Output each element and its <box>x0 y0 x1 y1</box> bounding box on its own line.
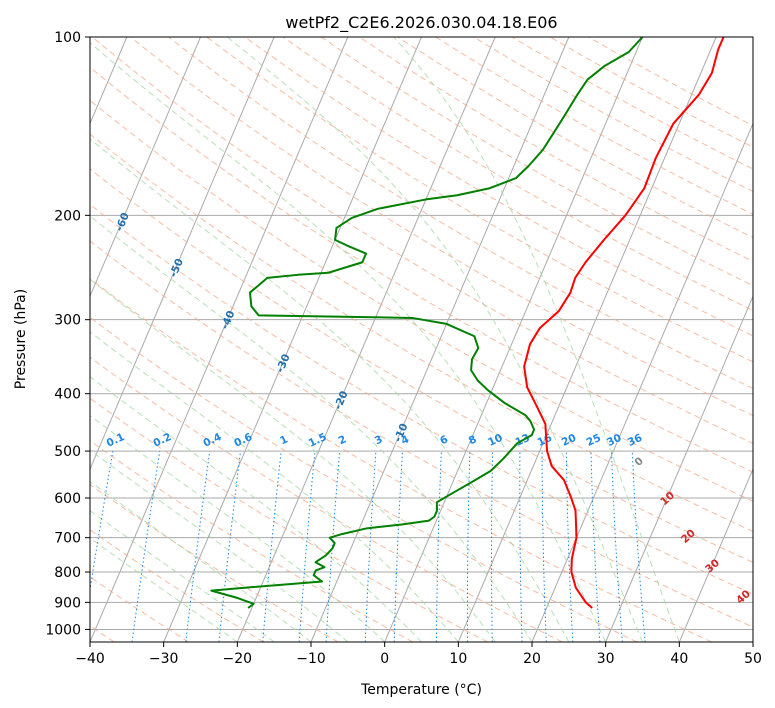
moist-adiabat--10 <box>90 480 312 642</box>
x-tick-label: −10 <box>296 651 326 667</box>
x-tick-label: 30 <box>597 651 615 667</box>
dry-adiabat-70 <box>90 168 753 563</box>
dry-adiabat--10 <box>90 483 339 642</box>
x-axis-label: Temperature (°C) <box>360 682 482 698</box>
dry-adiabat-120 <box>130 37 753 417</box>
dewpoint-profile-line <box>210 37 644 609</box>
x-tick-label: −30 <box>149 651 179 667</box>
isotherm-30 <box>605 295 753 642</box>
mixing-ratio-label: 4 <box>399 433 411 447</box>
moist-adiabat-35 <box>227 37 643 642</box>
temperature-profile-line <box>523 37 725 609</box>
x-tick-label: 50 <box>744 651 762 667</box>
mixing-ratio-label: 25 <box>585 432 603 449</box>
y-tick-label: 1000 <box>45 622 81 638</box>
moist-adiabat-0 <box>90 415 386 642</box>
moist-adiabat-40 <box>393 37 680 642</box>
mixing-ratio-label: 20 <box>560 432 578 449</box>
dry-adiabat--20 <box>90 529 264 642</box>
mixing-ratio-line-4 <box>262 451 282 642</box>
dry-adiabat-30 <box>90 316 638 642</box>
mixing-ratio-label: 1 <box>278 433 290 447</box>
mixing-ratio-label: 36 <box>626 432 644 449</box>
y-tick-label: 400 <box>54 387 81 403</box>
mixing-ratio-label: 30 <box>605 432 623 449</box>
isotherm--60 <box>90 37 201 298</box>
mixing-ratio-label: 3 <box>373 433 385 447</box>
x-tick-label: −20 <box>223 651 253 667</box>
isotherm--30 <box>163 37 422 642</box>
dry-adiabat-130 <box>168 37 753 389</box>
mixing-ratio-label: 2 <box>337 433 349 447</box>
x-tick-label: −40 <box>75 651 105 667</box>
plot-frame <box>89 36 754 643</box>
y-tick-label: 500 <box>54 444 81 460</box>
isotherm--50 <box>90 37 275 471</box>
mixing-ratio-line-1 <box>131 451 161 642</box>
moist-adiabat-25 <box>90 138 570 642</box>
mixing-ratio-label: 10 <box>486 432 504 449</box>
moist-adiabat-30 <box>90 42 607 642</box>
axis-ticks: −40 −30 −20 −10 0 10 20 30 40 50 1000 900 800 700 600 5… <box>45 30 762 667</box>
x-tick-label: 20 <box>523 651 541 667</box>
isotherm--20 <box>236 37 496 642</box>
dry-adiabat-150 <box>244 37 753 337</box>
moist-adiabat-10 <box>90 331 459 642</box>
moist-adiabat-5 <box>90 376 422 642</box>
mixing-ratio-label: 8 <box>467 433 479 447</box>
isotherm-0 <box>384 37 643 642</box>
isotherm-40 <box>678 467 753 642</box>
mixing-ratio-label: 6 <box>438 433 450 447</box>
plot-area: -100-90-80-70-60-50-40-30-20-10010203040… <box>90 37 753 642</box>
y-tick-label: 200 <box>54 208 81 224</box>
moist-adiabat-20 <box>90 215 533 642</box>
dry-adiabat-40 <box>90 278 712 642</box>
y-tick-label: 900 <box>54 595 81 611</box>
dry-adiabat-20 <box>90 356 563 642</box>
x-tick-label: 10 <box>449 651 467 667</box>
mixing-ratio-line-2 <box>185 451 211 642</box>
mixing-ratio-line-0 <box>90 451 114 593</box>
y-tick-label: 800 <box>54 565 81 581</box>
y-tick-label: 700 <box>54 531 81 547</box>
x-tick-label: 0 <box>380 651 389 667</box>
moist-adiabat-15 <box>90 278 496 642</box>
mixing-ratio-label: 16 <box>536 432 554 449</box>
y-axis-label: Pressure (hPa) <box>13 289 29 389</box>
dry-adiabat-160 <box>282 37 753 312</box>
isotherm-10 <box>457 37 717 642</box>
chart-title: wetPf2_C2E6.2026.030.04.18.E06 <box>285 13 557 33</box>
dry-adiabat-50 <box>90 240 753 628</box>
dry-adiabat-90 <box>90 99 753 502</box>
dry-adiabat-60 <box>90 203 753 595</box>
y-tick-label: 300 <box>54 313 81 329</box>
y-tick-label: 100 <box>54 30 81 46</box>
mixing-ratio-line-5 <box>298 451 316 642</box>
mixing-ratio-line-3 <box>218 451 242 642</box>
y-tick-label: 600 <box>54 491 81 507</box>
moist-adiabat--5 <box>90 449 349 642</box>
dry-adiabat-110 <box>91 37 753 445</box>
x-tick-label: 40 <box>670 651 688 667</box>
dry-adiabat-80 <box>90 133 753 533</box>
